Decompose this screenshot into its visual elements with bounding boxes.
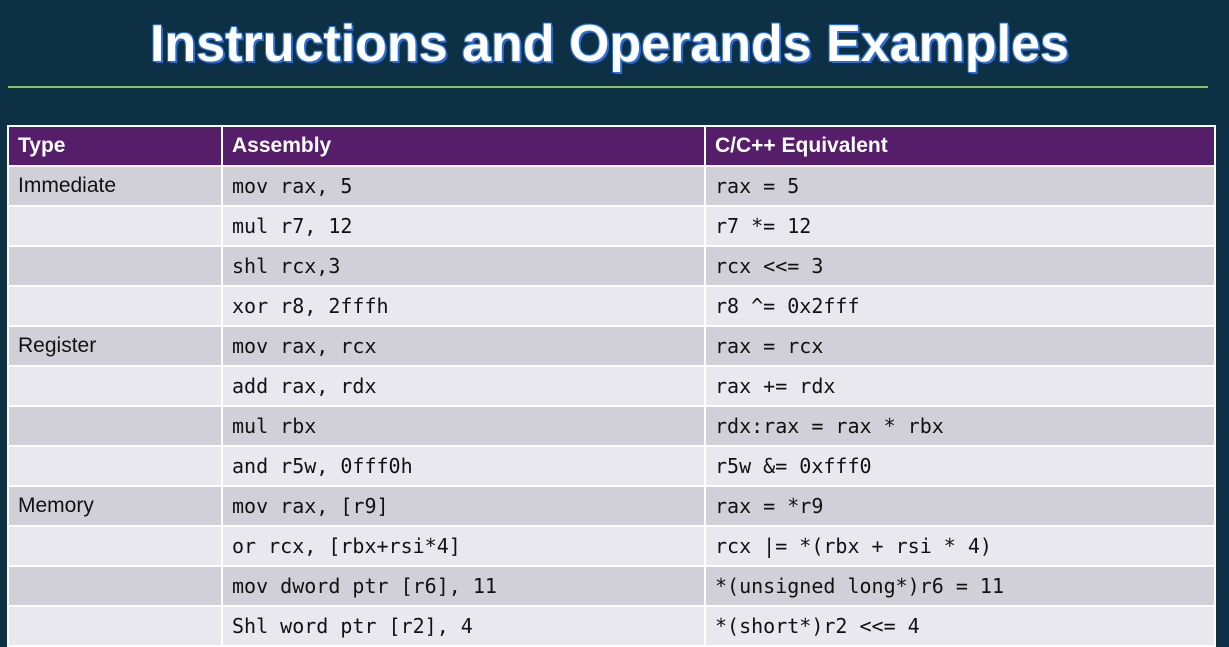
type-cell bbox=[7, 365, 223, 407]
divider bbox=[8, 86, 1208, 88]
table: Type Assembly C/C++ Equivalent Immediate mo… bbox=[7, 125, 1216, 647]
header-cell: C/C++ Equivalent bbox=[704, 125, 1216, 167]
code-cell: Shl word ptr [r2], 4 bbox=[221, 605, 706, 647]
row: mul rbx rdx:rax = rax * rbx bbox=[7, 405, 1216, 447]
code-cell: add rax, rdx bbox=[221, 365, 706, 407]
code-cell: mov rax, [r9] bbox=[221, 485, 706, 527]
row: Immediate mov rax, 5 rax = 5 bbox=[7, 165, 1216, 207]
code-cell: mul rbx bbox=[221, 405, 706, 447]
row: mov dword ptr [r6], 11 *(unsigned long*)r… bbox=[7, 565, 1216, 607]
type-cell bbox=[7, 205, 223, 247]
type-cell: Register bbox=[7, 325, 223, 367]
table-body: Immediate mov rax, 5 rax = 5 mul r7, 12 r7 *… bbox=[7, 165, 1216, 647]
header-row: Type Assembly C/C++ Equivalent bbox=[7, 125, 1216, 167]
row: shl rcx,3 rcx <<= 3 bbox=[7, 245, 1216, 287]
code-cell: r7 *= 12 bbox=[704, 205, 1216, 247]
header-cell: Assembly bbox=[221, 125, 706, 167]
row: mul r7, 12 r7 *= 12 bbox=[7, 205, 1216, 247]
code-cell: rdx:rax = rax * rbx bbox=[704, 405, 1216, 447]
code-cell: mul r7, 12 bbox=[221, 205, 706, 247]
row: xor r8, 2fffh r8 ^= 0x2fff bbox=[7, 285, 1216, 327]
code-cell: rax += rdx bbox=[704, 365, 1216, 407]
code-cell: rcx <<= 3 bbox=[704, 245, 1216, 287]
title: Instructions and Operands Examples bbox=[150, 15, 1069, 73]
row: or rcx, [rbx+rsi*4] rcx |= *(rbx + rsi * … bbox=[7, 525, 1216, 567]
type-cell: Immediate bbox=[7, 165, 223, 207]
code-cell: rcx |= *(rbx + rsi * 4) bbox=[704, 525, 1216, 567]
code-cell: rax = *r9 bbox=[704, 485, 1216, 527]
code-cell: and r5w, 0fff0h bbox=[221, 445, 706, 487]
code-cell: mov rax, 5 bbox=[221, 165, 706, 207]
type-cell bbox=[7, 405, 223, 447]
code-cell: mov dword ptr [r6], 11 bbox=[221, 565, 706, 607]
code-cell: xor r8, 2fffh bbox=[221, 285, 706, 327]
type-cell bbox=[7, 525, 223, 567]
code-cell: rax = 5 bbox=[704, 165, 1216, 207]
code-cell: *(short*)r2 <<= 4 bbox=[704, 605, 1216, 647]
row: add rax, rdx rax += rdx bbox=[7, 365, 1216, 407]
type-cell bbox=[7, 245, 223, 287]
row: Shl word ptr [r2], 4 *(short*)r2 <<= 4 bbox=[7, 605, 1216, 647]
type-cell bbox=[7, 445, 223, 487]
code-cell: rax = rcx bbox=[704, 325, 1216, 367]
code-cell: *(unsigned long*)r6 = 11 bbox=[704, 565, 1216, 607]
row: Register mov rax, rcx rax = rcx bbox=[7, 325, 1216, 367]
code-cell: r8 ^= 0x2fff bbox=[704, 285, 1216, 327]
row: and r5w, 0fff0h r5w &= 0xfff0 bbox=[7, 445, 1216, 487]
type-cell bbox=[7, 605, 223, 647]
row: Memory mov rax, [r9] rax = *r9 bbox=[7, 485, 1216, 527]
header-cell: Type bbox=[7, 125, 223, 167]
code-cell: shl rcx,3 bbox=[221, 245, 706, 287]
code-cell: mov rax, rcx bbox=[221, 325, 706, 367]
type-cell bbox=[7, 285, 223, 327]
type-cell: Memory bbox=[7, 485, 223, 527]
code-cell: or rcx, [rbx+rsi*4] bbox=[221, 525, 706, 567]
type-cell bbox=[7, 565, 223, 607]
code-cell: r5w &= 0xfff0 bbox=[704, 445, 1216, 487]
